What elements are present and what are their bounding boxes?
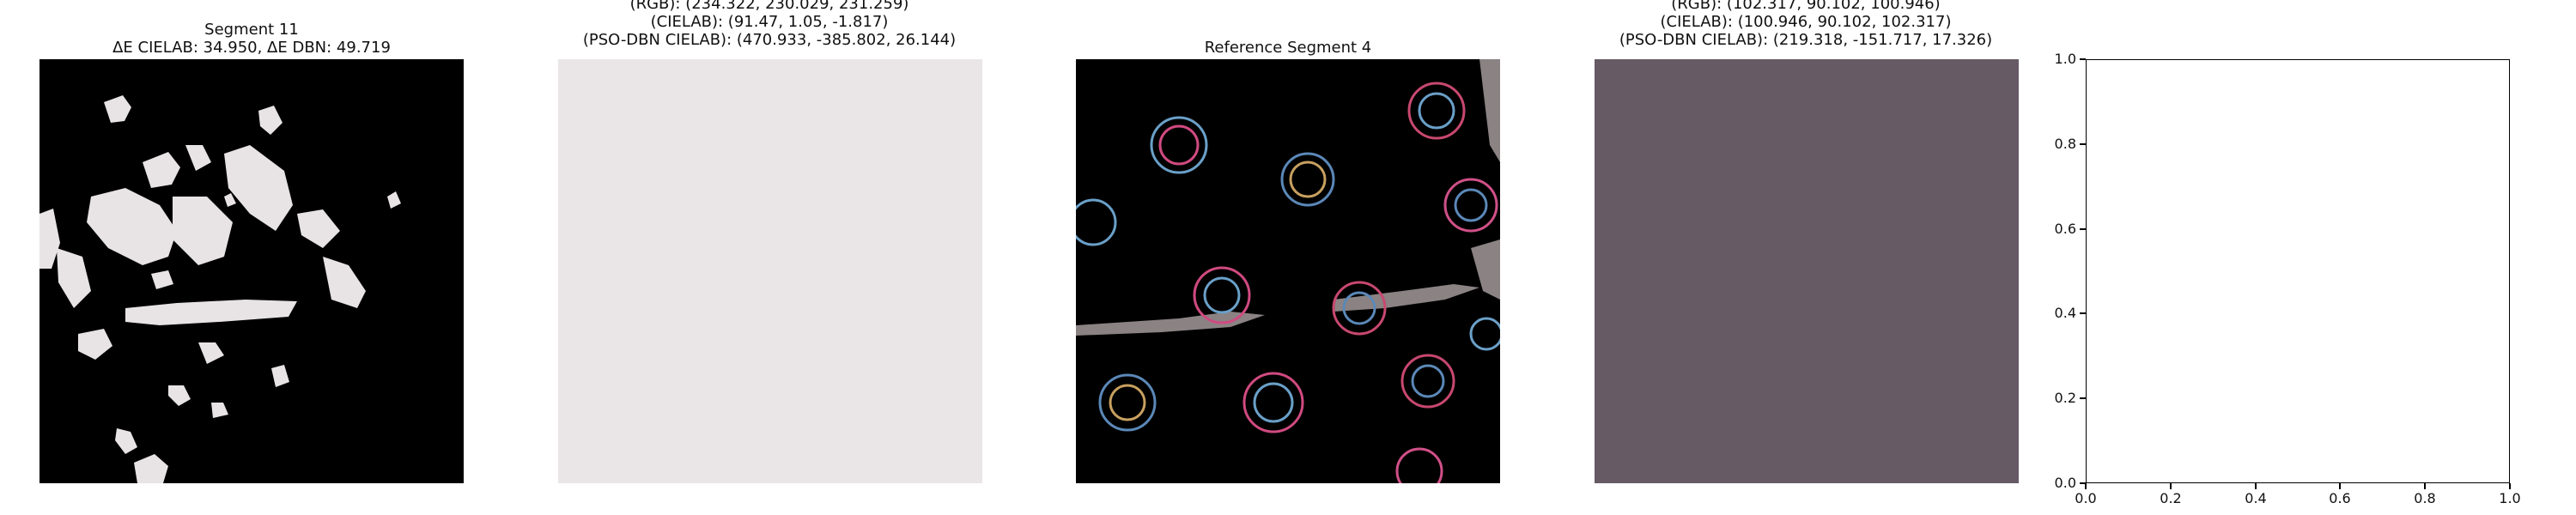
x-tick-label: 0.2 [2160, 490, 2182, 506]
panel-1-title: Segment 11 ΔE CIELAB: 34.950, ΔE DBN: 49… [112, 21, 391, 57]
panel-4-pso-dbn-line: (PSO-DBN CIELAB): (219.318, -151.717, 17… [1619, 31, 1993, 49]
x-tick-label: 0.4 [2245, 490, 2267, 506]
color-swatch-2 [1595, 59, 2019, 483]
y-tick-label: 1.0 [2054, 51, 2076, 67]
x-tick-label: 0.6 [2329, 490, 2351, 506]
reference-segment-svg [1076, 59, 1500, 483]
panel-4-cielab-line: (CIELAB): (100.946, 90.102, 102.317) [1660, 13, 1952, 31]
panel-1-title-line-2: ΔE CIELAB: 34.950, ΔE DBN: 49.719 [112, 39, 391, 57]
panel-3-title-line-1: Reference Segment 4 [1204, 39, 1372, 57]
segment-mask-svg [39, 59, 464, 483]
panel-1-title-line-1: Segment 11 [204, 21, 299, 39]
segment-mask-image [39, 59, 464, 483]
y-tick-label: 0.0 [2054, 475, 2076, 491]
axes-frame [2086, 59, 2510, 483]
x-tick-label: 0.0 [2075, 490, 2097, 506]
x-tick-label: 1.0 [2499, 490, 2521, 506]
y-tick-label: 0.4 [2054, 305, 2076, 321]
x-tick-label: 0.8 [2414, 490, 2436, 506]
y-tick-label: 0.8 [2054, 136, 2076, 152]
panel-2-title: (RGB): (234.322, 230.029, 231.259) (CIEL… [583, 0, 956, 49]
panel-2-pso-dbn-line: (PSO-DBN CIELAB): (470.933, -385.802, 26… [582, 31, 957, 49]
panel-4-rgb-line: (RGB): (102.317, 90.102, 100.946) [1671, 0, 1941, 13]
panel-2-cielab-line: (CIELAB): (91.47, 1.05, -1.817) [650, 13, 889, 31]
panel-3-title: Reference Segment 4 [1205, 39, 1372, 57]
panel-4-title: (RGB): (102.317, 90.102, 100.946) (CIELA… [1619, 0, 1992, 49]
panel-2-rgb-line: (RGB): (234.322, 230.029, 231.259) [629, 0, 909, 13]
y-tick-label: 0.2 [2054, 390, 2076, 406]
y-tick-label: 0.6 [2054, 221, 2076, 237]
color-swatch-1 [558, 59, 982, 483]
reference-segment-image [1076, 59, 1500, 483]
empty-axes [2086, 59, 2510, 483]
